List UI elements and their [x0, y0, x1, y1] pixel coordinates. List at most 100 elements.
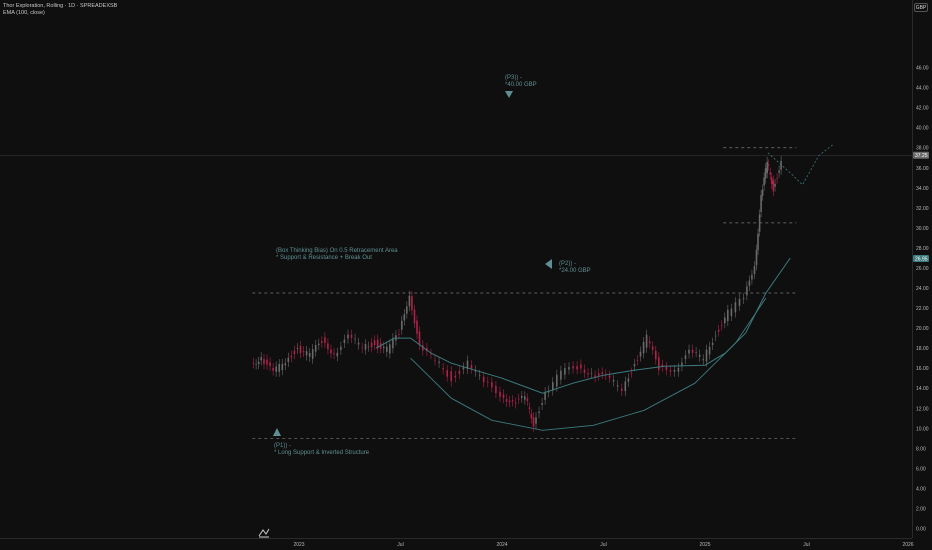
price-candle-body — [511, 400, 514, 402]
price-candle-body — [314, 345, 317, 352]
price-candle-body — [627, 378, 630, 382]
y-tick-label: 18.00 — [916, 346, 929, 352]
price-candle-body — [590, 373, 593, 374]
x-tick-label: 2026 — [902, 542, 913, 548]
price-candle-body — [263, 359, 265, 365]
x-tick-label: Jul — [397, 542, 403, 548]
projection-path[interactable] — [767, 144, 834, 186]
price-candle-body — [648, 341, 651, 344]
price-candle-body — [780, 160, 782, 170]
price-candle-body — [502, 394, 505, 399]
price-candle-body — [636, 360, 639, 361]
price-candle-body — [403, 314, 406, 321]
ema-value-badge: 26.95 — [915, 256, 928, 262]
price-candle-body — [556, 374, 558, 387]
price-candle-body — [758, 214, 761, 232]
price-candle-body — [552, 382, 554, 391]
price-candle-body — [760, 195, 762, 213]
price-candle-body — [266, 359, 268, 365]
y-tick-label: 4.00 — [916, 486, 926, 492]
price-candle-body — [287, 357, 290, 363]
price-candle-body — [753, 266, 756, 275]
x-tick-label: 2023 — [293, 542, 304, 548]
price-candle-body — [311, 349, 314, 359]
price-candle-body — [695, 352, 697, 353]
price-candle-body — [724, 317, 726, 324]
price-candle-body — [730, 308, 733, 317]
y-tick-label: 14.00 — [916, 386, 929, 392]
price-candle-body — [630, 372, 633, 374]
price-candle-body — [769, 172, 771, 175]
price-candle-body — [757, 233, 759, 251]
price-candle-body — [482, 376, 485, 383]
price-candle-body — [327, 343, 329, 350]
price-candle-body — [677, 367, 680, 372]
price-candle-body — [416, 320, 418, 334]
symbol-title[interactable]: Thor Exploration, Rolling · 1D · SPREADE… — [3, 3, 118, 9]
y-tick-label: 40.00 — [916, 126, 929, 132]
price-candle-body — [278, 364, 280, 372]
price-candle-body — [272, 368, 274, 371]
price-candle-body — [708, 346, 711, 355]
price-candle-body — [340, 346, 342, 350]
price-candle-body — [478, 374, 481, 376]
price-candle-body — [347, 334, 349, 339]
last-price-badge: 37.25 — [915, 153, 928, 159]
price-candle-body — [587, 373, 589, 375]
y-tick-label: 24.00 — [916, 286, 929, 292]
price-candle-body — [583, 369, 586, 373]
price-candle-body — [746, 286, 748, 296]
price-candle-body — [364, 344, 367, 350]
price-candle-body — [767, 164, 770, 166]
box-bias-sublabel: * Support & Resistance + Break Out — [276, 255, 372, 261]
price-candle-body — [508, 400, 511, 403]
price-candle-body — [770, 177, 773, 184]
p2-title: (P2)) - — [559, 261, 576, 267]
price-candle-body — [466, 360, 469, 369]
price-candle-body — [576, 366, 578, 370]
y-tick-label: 12.00 — [916, 406, 929, 412]
price-candle-body — [711, 342, 714, 345]
price-candle-body — [411, 296, 413, 311]
price-candle-body — [763, 177, 765, 186]
x-tick-label: 2024 — [496, 542, 507, 548]
cup-curve[interactable] — [410, 297, 767, 431]
price-candle-body — [560, 370, 562, 380]
y-tick-label: 30.00 — [916, 226, 929, 232]
y-tick-label: 2.00 — [916, 507, 926, 513]
y-tick-label: 46.00 — [916, 66, 929, 72]
y-tick-label: 16.00 — [916, 366, 929, 372]
price-candle-body — [406, 306, 408, 314]
price-candle-body — [691, 349, 694, 353]
price-candle-body — [658, 357, 660, 371]
price-candle-body — [528, 407, 531, 409]
time-axis-divider — [0, 538, 912, 539]
price-candle-body — [350, 334, 353, 338]
price-candle-body — [538, 411, 540, 413]
price-candle-body — [698, 354, 701, 357]
ema-line[interactable] — [375, 257, 791, 394]
price-candle-body — [296, 348, 299, 349]
price-candle-body — [392, 338, 394, 349]
tradingview-logo-icon[interactable] — [258, 528, 270, 538]
y-tick-label: 22.00 — [916, 306, 929, 312]
price-candle-body — [734, 302, 737, 313]
price-candle-body — [495, 386, 497, 394]
price-candle-body — [305, 351, 308, 356]
currency-button[interactable]: GBP — [914, 3, 928, 12]
price-candle-body — [458, 371, 461, 374]
y-tick-label: 38.00 — [916, 146, 929, 152]
price-candle-body — [324, 337, 326, 343]
price-candle-body — [580, 364, 582, 369]
price-candle-body — [564, 368, 566, 375]
price-candle-body — [257, 361, 260, 364]
price-candle-body — [302, 351, 305, 353]
price-candle-body — [633, 364, 636, 367]
price-candle-body — [568, 367, 570, 370]
chart-header: Thor Exploration, Rolling · 1D · SPREADE… — [3, 3, 117, 17]
price-candle-body — [572, 366, 574, 369]
indicator-legend[interactable]: EMA (100, close) — [3, 10, 45, 16]
price-candle-body — [418, 331, 421, 345]
